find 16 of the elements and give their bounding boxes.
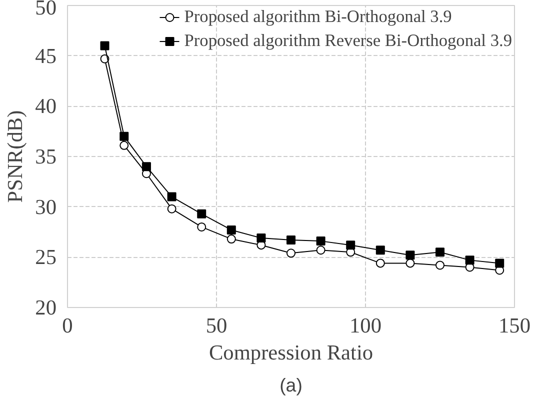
y-tick-label: 45 bbox=[35, 44, 56, 68]
y-axis-title: PSNR(dB) bbox=[3, 110, 28, 203]
y-tick-label: 30 bbox=[35, 194, 56, 219]
x-axis-title: Compression Ratio bbox=[208, 340, 374, 364]
x-tick-label: 150 bbox=[498, 314, 531, 338]
x-tick-label: 50 bbox=[206, 314, 228, 338]
y-tick-label: 35 bbox=[35, 144, 56, 168]
x-tick-label: 100 bbox=[350, 314, 382, 338]
y-tick-label: 25 bbox=[35, 245, 56, 270]
y-tick-label: 20 bbox=[35, 296, 56, 320]
y-tick-label: 40 bbox=[35, 94, 56, 118]
text: (a) bbox=[280, 374, 302, 396]
legend-label: Proposed algorithm Bi-Orthogonal 3.9 bbox=[184, 7, 452, 27]
y-tick-label: 50 bbox=[35, 0, 56, 20]
x-tick-label: 0 bbox=[62, 314, 73, 338]
legend-label: Proposed algorithm Reverse Bi-Orthogonal 3.9 bbox=[184, 31, 512, 51]
